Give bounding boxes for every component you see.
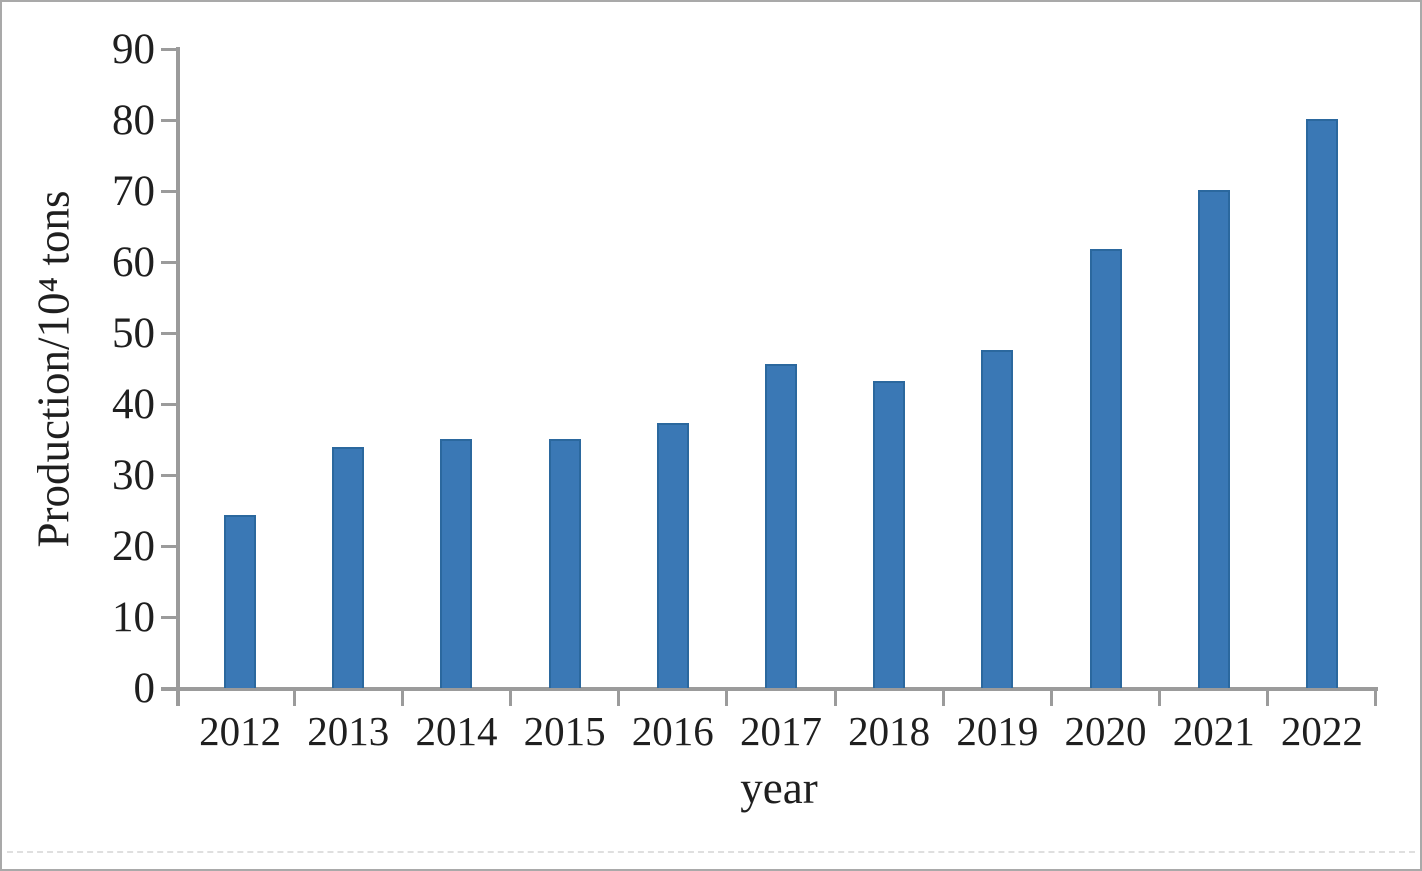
y-tick-label: 30 <box>112 452 155 499</box>
y-tick <box>161 473 176 477</box>
y-tick <box>161 118 176 122</box>
y-tick-label: 60 <box>112 239 155 286</box>
x-tick <box>941 690 945 706</box>
bar-2015 <box>548 438 581 688</box>
y-tick-label: 70 <box>112 168 155 215</box>
x-tick <box>1158 690 1162 706</box>
bar-2017 <box>764 364 797 688</box>
y-tick <box>161 47 176 51</box>
x-tick-label: 2017 <box>739 708 822 754</box>
bar-2016 <box>656 423 689 688</box>
x-tick-label: 2016 <box>631 708 714 754</box>
bar-2018 <box>873 381 906 688</box>
x-tick <box>1049 690 1053 706</box>
x-tick <box>833 690 837 706</box>
bottom-divider-line <box>7 851 1415 853</box>
x-tick-label: 2021 <box>1172 708 1255 754</box>
bar-2021 <box>1197 189 1230 688</box>
bar-2013 <box>332 446 365 688</box>
y-tick <box>161 331 176 335</box>
bar-2022 <box>1305 118 1338 688</box>
y-tick <box>161 544 176 548</box>
x-axis-line <box>161 687 1378 691</box>
y-tick <box>161 615 176 619</box>
x-tick <box>400 690 404 706</box>
x-axis-title: year <box>740 763 818 813</box>
y-tick-label: 20 <box>112 523 155 570</box>
x-tick-label: 2012 <box>199 708 282 754</box>
y-tick <box>161 260 176 264</box>
x-tick-label: 2015 <box>523 708 606 754</box>
y-tick-label: 80 <box>112 97 155 144</box>
x-tick <box>1374 690 1378 706</box>
x-tick <box>725 690 729 706</box>
y-tick-label: 50 <box>112 310 155 357</box>
x-tick <box>617 690 621 706</box>
y-axis-line <box>176 47 180 706</box>
x-tick-label: 2022 <box>1280 708 1363 754</box>
y-tick-label: 10 <box>112 594 155 641</box>
y-tick-label: 0 <box>133 665 156 712</box>
y-tick-label: 40 <box>112 381 155 428</box>
x-tick-label: 2014 <box>415 708 498 754</box>
bar-2012 <box>224 515 257 688</box>
y-tick <box>161 189 176 193</box>
bar-2019 <box>981 350 1014 688</box>
x-tick-label: 2020 <box>1064 708 1147 754</box>
x-tick <box>509 690 513 706</box>
y-tick-label: 90 <box>112 26 155 73</box>
x-tick <box>292 690 296 706</box>
bar-2020 <box>1089 249 1122 688</box>
x-tick <box>1266 690 1270 706</box>
x-tick-label: 2013 <box>307 708 390 754</box>
x-tick-label: 2019 <box>956 708 1039 754</box>
y-tick <box>161 402 176 406</box>
x-tick-label: 2018 <box>848 708 931 754</box>
bar-2014 <box>440 438 473 688</box>
